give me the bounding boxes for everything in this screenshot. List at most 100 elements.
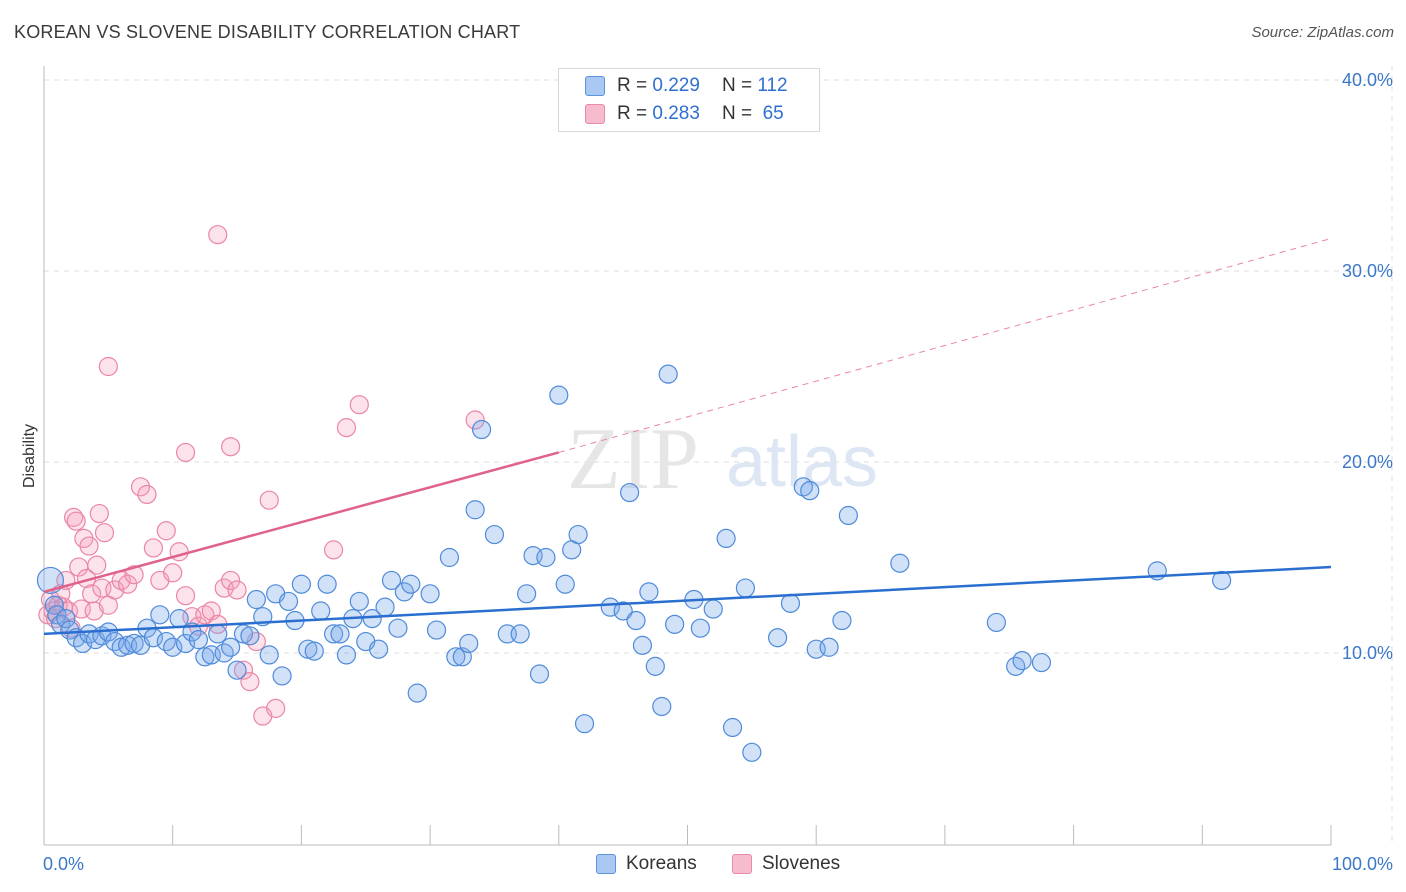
korean-point xyxy=(56,609,76,629)
korean-point xyxy=(278,591,299,612)
slovene-point xyxy=(208,225,228,245)
r-label: R = xyxy=(617,75,648,96)
slovene-point xyxy=(84,601,104,621)
x-tick-label-max: 100.0% xyxy=(1332,854,1393,874)
korean-point xyxy=(188,630,209,650)
slovene-point xyxy=(156,521,176,541)
korean-point xyxy=(832,610,852,631)
slovene-point xyxy=(266,698,286,718)
korean-point xyxy=(838,505,858,526)
korean-point xyxy=(394,582,414,602)
korean-point xyxy=(221,637,241,657)
korean-point xyxy=(986,612,1006,633)
slovene-point xyxy=(465,410,485,430)
korean-point xyxy=(304,641,324,661)
korean-point xyxy=(362,609,382,629)
korean-point xyxy=(645,656,665,676)
bottom-legend-koreans: Koreans xyxy=(596,851,697,877)
korean-point xyxy=(439,547,460,568)
korean-point xyxy=(60,620,80,640)
slovene-point xyxy=(130,477,151,497)
korean-point xyxy=(613,601,633,621)
slovene-point xyxy=(175,586,196,606)
korean-point xyxy=(169,609,189,629)
korean-point xyxy=(890,553,910,573)
korean-point xyxy=(652,696,672,717)
slovene-point xyxy=(259,490,279,510)
korean-point xyxy=(330,624,350,644)
korean-point xyxy=(632,635,653,655)
korean-point xyxy=(665,614,685,634)
korean-point xyxy=(800,481,820,501)
korean-point xyxy=(381,570,402,591)
korean-point xyxy=(208,624,228,644)
korean-point xyxy=(36,566,65,595)
korean-point xyxy=(240,626,260,646)
korean-point xyxy=(658,364,678,384)
korean-point xyxy=(549,385,569,405)
korean-point xyxy=(742,742,762,762)
korean-point xyxy=(529,664,550,684)
korean-point xyxy=(517,584,537,604)
korean-point xyxy=(323,624,344,644)
korean-point xyxy=(1031,652,1052,673)
axes xyxy=(43,66,1332,846)
korean-point xyxy=(272,666,292,686)
korean-point xyxy=(639,582,659,602)
n-label: N = xyxy=(721,75,753,96)
slovene-point xyxy=(137,484,157,505)
slovene-point xyxy=(233,660,254,680)
y-tick-label: 20.0% xyxy=(1342,452,1393,472)
y-tick-label: 40.0% xyxy=(1342,70,1393,90)
y-tick-label: 10.0% xyxy=(1342,643,1393,663)
koreans-trend-line xyxy=(43,565,1332,636)
tick-labels: 10.0% 20.0% 30.0% 40.0% 0.0% 100.0% xyxy=(43,70,1393,874)
koreans-n-value: 112 xyxy=(757,75,788,96)
watermark-atlas: atlas xyxy=(726,422,878,502)
slovenes-legend-label: Slovenes xyxy=(762,853,841,874)
koreans-swatch xyxy=(585,76,605,96)
korean-point xyxy=(459,633,479,654)
slovene-point xyxy=(124,565,144,585)
chart-source: Source: ZipAtlas.com xyxy=(1251,24,1394,41)
y-tick-label: 30.0% xyxy=(1342,261,1393,281)
slovene-point xyxy=(240,672,260,692)
korean-point xyxy=(626,610,646,631)
korean-point xyxy=(446,647,466,667)
korean-point xyxy=(163,637,183,657)
korean-point xyxy=(574,714,595,734)
korean-point xyxy=(426,620,447,640)
korean-point xyxy=(722,717,743,738)
x-tick-label-min: 0.0% xyxy=(43,854,84,874)
chart-title: KOREAN VS SLOVENE DISABILITY CORRELATION… xyxy=(14,22,521,42)
slovene-point xyxy=(221,570,241,591)
y-axis-label: Disability xyxy=(21,424,38,488)
slovene-point xyxy=(336,418,357,438)
n-label: N = xyxy=(721,103,753,124)
korean-point xyxy=(317,574,337,594)
slovene-point xyxy=(175,442,196,463)
korean-point xyxy=(484,524,505,545)
slovene-point xyxy=(66,511,86,531)
korean-point xyxy=(703,599,723,619)
legend-row-koreans: R = 0.229 N = 112 xyxy=(585,74,788,98)
slovenes-n-value: 65 xyxy=(762,103,784,124)
slovene-point xyxy=(221,437,241,457)
korean-point xyxy=(690,618,710,638)
slovenes-r-value: 0.283 xyxy=(652,103,700,124)
korean-point xyxy=(291,574,311,594)
korean-point xyxy=(259,645,279,665)
koreans-legend-swatch xyxy=(596,854,616,874)
korean-point xyxy=(716,528,736,549)
korean-point xyxy=(600,597,620,617)
korean-point xyxy=(471,419,492,440)
korean-point xyxy=(619,482,640,503)
slovene-point xyxy=(143,538,163,558)
slovenes-swatch xyxy=(585,104,605,124)
slovene-point xyxy=(98,356,118,377)
slovenes-legend-swatch xyxy=(732,854,752,874)
korean-point xyxy=(401,574,421,594)
korean-point xyxy=(175,633,196,654)
korean-point xyxy=(336,645,357,665)
